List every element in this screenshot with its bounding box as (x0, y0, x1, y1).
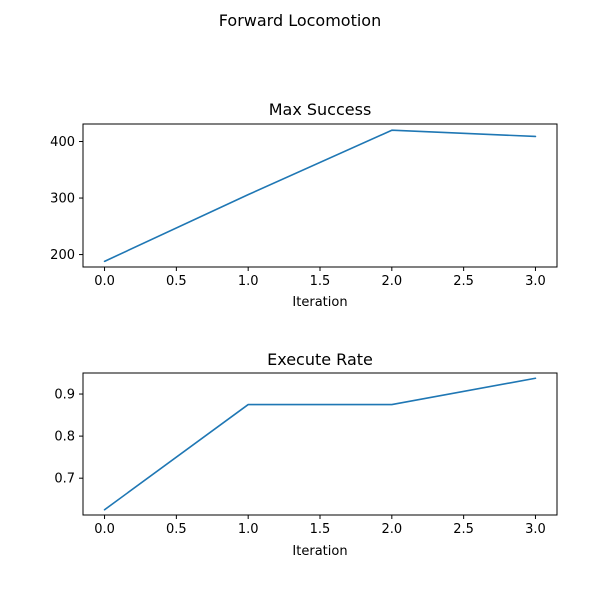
y-tick-label: 0.7 (54, 472, 75, 487)
x-tick-label: 0.0 (94, 522, 115, 537)
x-axis-label: Iteration (292, 544, 347, 559)
x-tick-label: 2.5 (453, 522, 474, 537)
chart-title: Max Success (269, 100, 372, 119)
x-tick-label: 1.5 (310, 274, 331, 289)
x-tick-label: 1.0 (238, 274, 259, 289)
x-axis-label: Iteration (292, 295, 347, 310)
x-tick-label: 3.0 (525, 522, 546, 537)
x-tick-label: 0.0 (94, 274, 115, 289)
y-tick-label: 0.8 (54, 430, 75, 445)
x-tick-label: 1.0 (238, 522, 259, 537)
x-tick-label: 0.5 (166, 522, 187, 537)
y-tick-label: 300 (50, 192, 75, 207)
x-tick-label: 2.0 (381, 274, 402, 289)
x-tick-label: 0.5 (166, 274, 187, 289)
y-tick-label: 0.9 (54, 388, 75, 403)
y-tick-label: 200 (50, 248, 75, 263)
figure-title: Forward Locomotion (219, 11, 381, 30)
x-tick-label: 1.5 (310, 522, 331, 537)
x-tick-label: 2.0 (381, 522, 402, 537)
chart-execute-rate: Execute Rate Iteration 0.0 0.5 1.0 1.5 2.0 2.… (54, 350, 558, 559)
y-tick-label: 400 (50, 135, 75, 150)
series-line (103, 377, 537, 511)
series-line (103, 129, 537, 263)
x-tick-label: 3.0 (525, 274, 546, 289)
chart-title: Execute Rate (267, 350, 373, 369)
chart-max-success: Max Success Iteration 0.0 0.5 1.0 1.5 2.0 2.5… (50, 100, 558, 310)
x-tick-label: 2.5 (453, 274, 474, 289)
